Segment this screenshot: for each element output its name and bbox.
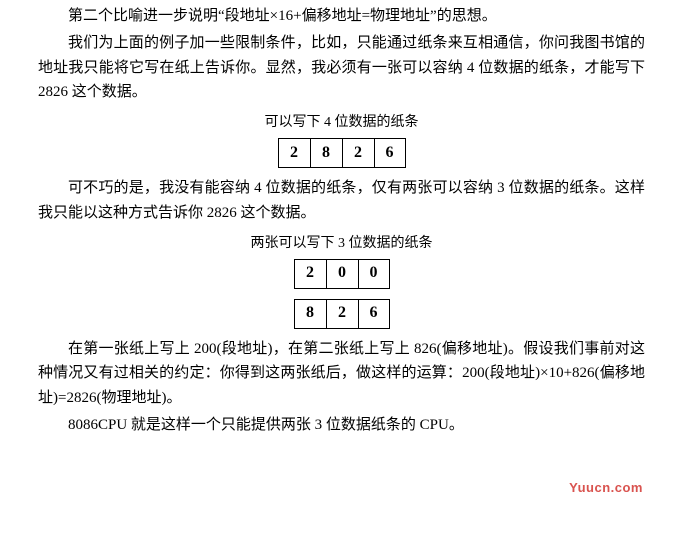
paragraph-5: 8086CPU 就是这样一个只能提供两张 3 位数据纸条的 CPU。	[38, 413, 645, 438]
paragraph-4: 在第一张纸上写上 200(段地址)，在第二张纸上写上 826(偏移地址)。假设我…	[38, 337, 645, 411]
figure1-cell: 2	[278, 138, 310, 168]
figure1-cell: 2	[342, 138, 374, 168]
figure1-cells: 2 8 2 6	[278, 138, 406, 168]
figure2-cell: 6	[358, 299, 390, 329]
figure1-caption: 可以写下 4 位数据的纸条	[265, 111, 419, 134]
figure2-row1: 2 0 0	[294, 259, 390, 289]
paragraph-1: 第二个比喻进一步说明“段地址×16+偏移地址=物理地址”的思想。	[38, 4, 645, 29]
figure2-cell: 0	[358, 259, 390, 289]
figure1-cell: 8	[310, 138, 342, 168]
figure1-cell: 6	[374, 138, 406, 168]
figure2-caption: 两张可以写下 3 位数据的纸条	[251, 232, 433, 255]
figure-3digit-slips: 两张可以写下 3 位数据的纸条 2 0 0 8 2 6	[38, 232, 645, 329]
figure2-cell: 0	[326, 259, 358, 289]
document-page: 第二个比喻进一步说明“段地址×16+偏移地址=物理地址”的思想。 我们为上面的例…	[0, 0, 683, 444]
watermark: Yuucn.com	[569, 480, 643, 495]
figure2-cell: 2	[326, 299, 358, 329]
figure-4digit-slip: 可以写下 4 位数据的纸条 2 8 2 6	[38, 111, 645, 168]
figure2-cell: 8	[294, 299, 326, 329]
figure2-row2: 8 2 6	[294, 299, 390, 329]
figure2-cell: 2	[294, 259, 326, 289]
paragraph-2: 我们为上面的例子加一些限制条件，比如，只能通过纸条来互相通信，你问我图书馆的地址…	[38, 31, 645, 105]
paragraph-3: 可不巧的是，我没有能容纳 4 位数据的纸条，仅有两张可以容纳 3 位数据的纸条。…	[38, 176, 645, 226]
